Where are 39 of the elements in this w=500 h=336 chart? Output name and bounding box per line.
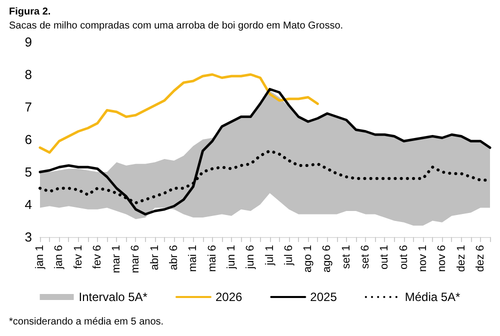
x-tick-label: mai 1 — [187, 245, 200, 272]
x-tick-label: fev 1 — [72, 245, 84, 269]
legend-label: 2025 — [310, 290, 338, 304]
x-tick-label: jun 1 — [225, 245, 238, 270]
x-tick-label: out 6 — [398, 245, 410, 270]
chart-title: Figura 2. — [9, 6, 51, 18]
y-tick-label: 3 — [24, 230, 32, 244]
x-tick-label: nov 1 — [416, 245, 429, 272]
y-tick-label: 8 — [24, 67, 32, 82]
y-tick-label: 9 — [24, 34, 32, 50]
legend-label: Média 5A* — [404, 290, 461, 304]
line-series — [38, 73, 319, 154]
x-tick-label: dez 6 — [474, 245, 486, 272]
x-tick-label: set 1 — [340, 245, 352, 269]
text: *considerando a média em 5 anos. — [9, 316, 164, 328]
y-tick-label: 4 — [24, 197, 32, 212]
x-tick-label: nov 6 — [436, 245, 448, 272]
x-tick-label: abr 1 — [148, 245, 161, 270]
x-tick-label: abr 6 — [168, 245, 180, 270]
x-tick-label: ago 6 — [321, 245, 334, 273]
chart-subtitle: Sacas de milho compradas com uma arroba de boi gordo em Mato Grosso. — [9, 20, 344, 32]
x-tick-label: set 6 — [360, 245, 372, 269]
y-tick-label: 7 — [24, 100, 32, 114]
x-tick-label: jun 6 — [244, 245, 257, 270]
x-tick-label: ago 1 — [302, 245, 314, 273]
x-tick-label: mai 6 — [206, 245, 218, 272]
y-tick-label: 6 — [24, 132, 32, 147]
legend-label: 2026 — [215, 290, 242, 304]
x-tick-label: dez 1 — [455, 245, 468, 272]
x-tick-label: jan 6 — [53, 245, 66, 270]
x-tick-label: mar 6 — [130, 245, 142, 274]
x-tick-label: out 1 — [378, 245, 391, 270]
x-tick-label: jul 6 — [282, 245, 295, 266]
text: Intervalo 5A* — [78, 290, 148, 304]
x-tick-label: jul 1 — [264, 245, 276, 266]
y-tick-label: 5 — [24, 164, 32, 180]
x-tick-label: fev 6 — [91, 245, 104, 269]
x-tick-label: mar 1 — [110, 245, 123, 274]
x-tick-label: jan 1 — [34, 245, 46, 270]
